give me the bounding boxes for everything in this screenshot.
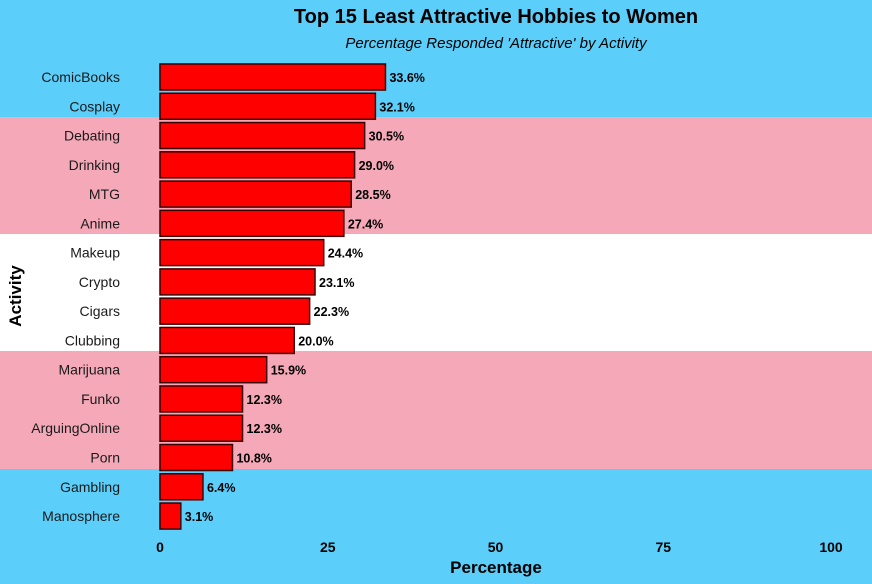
bar-group: Cigars 22.3%	[80, 297, 349, 325]
category-label: Debating	[64, 128, 120, 144]
x-tick-label: 25	[320, 539, 336, 555]
data-label: 27.4%	[348, 217, 383, 231]
bar-group: Porn 10.8%	[90, 443, 272, 472]
bar	[159, 355, 268, 384]
category-label: MTG	[89, 186, 120, 202]
category-label: Anime	[80, 215, 120, 231]
band-2	[0, 234, 872, 351]
data-label: 12.3%	[247, 393, 282, 407]
data-label: 22.3%	[314, 305, 349, 319]
bar	[159, 443, 234, 472]
chart-title: Top 15 Least Attractive Hobbies to Women	[294, 6, 698, 28]
bar-group: ComicBooks 33.6%	[41, 63, 425, 91]
data-label: 28.5%	[355, 188, 390, 202]
bar	[159, 414, 244, 442]
category-label: ArguingOnline	[31, 420, 120, 436]
category-label: Funko	[81, 391, 120, 407]
bar-group: MTG 28.5%	[89, 180, 391, 208]
category-label: Porn	[90, 450, 120, 466]
bar-group: Anime 27.4%	[80, 209, 383, 238]
bar	[159, 209, 345, 238]
bar-group: Cosplay 32.1%	[69, 92, 415, 121]
bar-group: Manosphere 3.1%	[42, 502, 214, 530]
category-label: Drinking	[69, 157, 120, 173]
bar-group: Clubbing 20.0%	[65, 326, 334, 355]
data-label: 6.4%	[207, 481, 236, 495]
category-label: Marijuana	[59, 362, 121, 378]
x-tick-label: 75	[655, 539, 671, 555]
data-label: 3.1%	[185, 510, 214, 524]
bar-group: Makeup 24.4%	[70, 238, 363, 267]
category-label: Clubbing	[65, 332, 120, 348]
band-1	[0, 117, 872, 234]
data-label: 15.9%	[271, 364, 306, 378]
bar	[159, 473, 204, 501]
x-tick-label: 100	[819, 539, 843, 555]
data-label: 10.8%	[236, 452, 271, 466]
band-4	[0, 469, 872, 584]
data-label: 12.3%	[247, 422, 282, 436]
bar-group: Funko 12.3%	[81, 385, 282, 413]
category-label: Gambling	[60, 479, 120, 495]
bar-group: Crypto 23.1%	[79, 268, 354, 296]
bar	[159, 121, 366, 150]
bar	[159, 297, 311, 325]
bar	[159, 268, 316, 296]
bar	[159, 326, 295, 355]
band-3	[0, 351, 872, 469]
y-axis-title: Activity	[6, 265, 25, 327]
category-label: ComicBooks	[41, 69, 120, 85]
category-label: Makeup	[70, 245, 120, 261]
category-label: Cosplay	[69, 98, 120, 114]
category-label: Manosphere	[42, 508, 120, 524]
bar-group: ArguingOnline 12.3%	[31, 414, 282, 442]
data-label: 20.0%	[298, 334, 333, 348]
bar	[159, 238, 325, 267]
data-label: 32.1%	[379, 100, 414, 114]
data-label: 30.5%	[369, 130, 404, 144]
data-label: 29.0%	[359, 159, 394, 173]
bar	[159, 92, 377, 121]
chart-subtitle: Percentage Responded 'Attractive' by Act…	[345, 35, 648, 52]
x-tick-label: 50	[488, 539, 504, 555]
category-label: Cigars	[80, 303, 120, 319]
bar	[159, 180, 352, 208]
bar-group: Debating 30.5%	[64, 121, 404, 150]
x-axis-title: Percentage	[450, 558, 542, 577]
bar	[159, 151, 356, 179]
bar-group: Marijuana 15.9%	[59, 355, 306, 384]
x-tick-label: 0	[156, 539, 164, 555]
bar	[159, 63, 387, 91]
data-label: 24.4%	[328, 247, 363, 261]
bar	[159, 385, 244, 413]
bar	[159, 502, 182, 530]
band-0	[0, 0, 872, 117]
category-label: Crypto	[79, 274, 120, 290]
bar-group: Drinking 29.0%	[69, 151, 394, 179]
bar-group: Gambling 6.4%	[60, 473, 236, 501]
data-label: 23.1%	[319, 276, 354, 290]
data-label: 33.6%	[389, 71, 424, 85]
